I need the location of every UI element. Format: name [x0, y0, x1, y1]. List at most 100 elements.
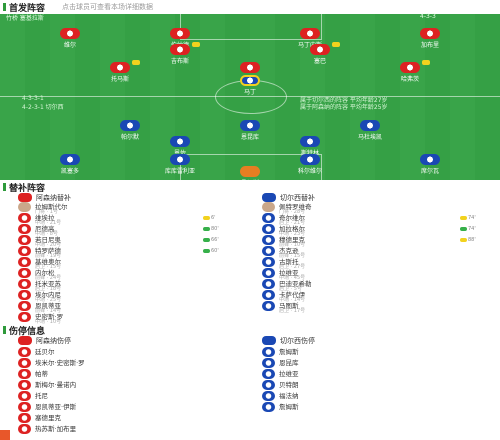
sub-row[interactable]: 拉维亚 中场 · 45号 — [262, 267, 497, 281]
player-avatar — [18, 235, 31, 245]
player-home[interactable]: 吉布斯 — [150, 42, 210, 65]
sub-row[interactable]: 马图斯 后卫 · 17号 — [262, 300, 497, 314]
home-formation: 4-3-3-1 — [22, 95, 44, 102]
injury-row[interactable]: 恩凯蒂亚·伊斯 — [18, 401, 258, 414]
sub-name: 佩特罗维奇 — [279, 203, 312, 211]
player-away[interactable]: 恩昆库 — [220, 120, 280, 141]
sub-row[interactable]: 加拉格尔 中场 · 23号 74' — [262, 223, 497, 237]
player-jersey-icon — [170, 136, 190, 147]
injury-name: 福法纳 — [279, 392, 299, 400]
sub-info: 后卫 · 27号 — [279, 264, 306, 270]
player-away[interactable]: 凯塞多 — [40, 154, 100, 175]
home-team-label: 竹桥 塞基拉斯 — [6, 15, 44, 22]
player-away-keeper[interactable]: 桑切斯 — [220, 166, 280, 187]
player-avatar — [262, 391, 275, 401]
player-jersey-icon — [300, 154, 320, 165]
sub-row[interactable]: 拉姆斯代尔 门将 · 1号 — [18, 201, 258, 215]
sub-row[interactable]: 穆德里克 前锋 · 10号 88' — [262, 234, 497, 248]
sub-row[interactable]: 维埃拉 中场 · 21号 6' — [18, 212, 258, 226]
player-avatar — [262, 380, 275, 390]
injury-row[interactable]: 托尼 — [18, 390, 258, 403]
sub-row[interactable]: 恩凯蒂亚 前锋 · 14号 — [18, 300, 258, 314]
sub-row[interactable]: 若日尼奥 中场 · 20号 66' — [18, 234, 258, 248]
injury-row[interactable]: 帕蒂 — [18, 368, 258, 381]
player-avatar — [18, 202, 31, 212]
player-avatar — [18, 391, 31, 401]
player-jersey-icon — [310, 44, 330, 55]
sub-row[interactable]: 奇尔维尔 后卫 · 21号 74' — [262, 212, 497, 226]
injury-row[interactable]: 廷贝尔 — [18, 346, 258, 359]
sub-row[interactable]: 佩特罗维奇 门将 · 28号 — [262, 201, 497, 215]
player-home[interactable]: 马丁内斯 — [280, 28, 340, 49]
player-avatar — [262, 358, 275, 368]
player-home[interactable]: 加布里 — [400, 28, 460, 49]
player-away[interactable]: 恩佐 — [150, 136, 210, 157]
chelsea-logo-icon — [262, 193, 276, 202]
sub-name: 史密斯·罗 — [35, 313, 64, 321]
injury-row[interactable]: 拉维亚 — [262, 368, 497, 381]
sub-name: 特罗萨德 — [35, 247, 61, 255]
player-away[interactable]: 席尔瓦 — [400, 154, 460, 175]
player-away[interactable]: 帕尔默 — [100, 120, 160, 141]
injury-row[interactable]: 福法纳 — [262, 390, 497, 403]
player-home[interactable]: 维尔 — [40, 28, 100, 49]
sub-row[interactable]: 卡萨代伊 中场 · 14号 — [262, 289, 497, 303]
sub-row[interactable]: 古斯托 后卫 · 27号 — [262, 256, 497, 270]
sub-row[interactable]: 厄德高 中场 · 8号 80' — [18, 223, 258, 237]
sub-name: 加拉格尔 — [279, 225, 305, 233]
injury-row[interactable]: 热苏斯·加布里 — [18, 423, 258, 436]
player-away[interactable]: 科尔维尔 — [280, 154, 340, 175]
injury-name: 塞德里克 — [35, 414, 61, 422]
sub-info: 中场 · 20号 — [35, 242, 62, 248]
sub-name: 杰克逊 — [279, 247, 299, 255]
card-icon — [203, 215, 210, 220]
sub-row[interactable]: 杰克逊 前锋 · 15号 — [262, 245, 497, 259]
sub-row[interactable]: 史密斯·罗 中场 · 10号 — [18, 311, 258, 325]
player-avatar — [18, 268, 31, 278]
card-icon — [332, 42, 340, 47]
sub-info: 前锋 · 10号 — [279, 242, 306, 248]
sub-name: 古斯托 — [279, 258, 299, 266]
player-away[interactable]: 斯特林 — [280, 136, 340, 157]
injury-name: 斯梅尔·曼诺内 — [35, 381, 77, 389]
player-away[interactable]: 马杜埃凯 — [340, 120, 400, 141]
player-home[interactable]: 托马斯 — [90, 60, 150, 83]
section-accent-bar — [3, 326, 6, 334]
scroll-top-button[interactable] — [0, 430, 10, 440]
sub-row[interactable]: 基维奥尔 后卫 · 15号 — [18, 256, 258, 270]
player-avatar — [18, 213, 31, 223]
sub-row[interactable]: 内尔松 前锋 · 24号 — [18, 267, 258, 281]
player-name: 加布里 — [420, 42, 439, 49]
sub-row[interactable]: 巴迪亚希勒 后卫 · 5号 — [262, 278, 497, 292]
player-avatar — [262, 202, 275, 212]
sub-row[interactable]: 埃尔内尼 中场 · 25号 — [18, 289, 258, 303]
injury-row[interactable]: 詹姆斯 — [262, 346, 497, 359]
player-name: 帕尔默 — [120, 134, 139, 141]
injury-row[interactable]: 詹姆斯 — [262, 401, 497, 414]
player-away[interactable]: 库库雷利亚 — [150, 154, 210, 175]
player-avatar — [262, 369, 275, 379]
player-avatar — [262, 224, 275, 234]
player-jersey-icon — [300, 28, 320, 39]
pitch: 竹桥 塞基拉斯 4-3-3 4-3-3-1 4-2-3-1 切尔西 属于切尔西的… — [0, 13, 500, 187]
injury-row[interactable]: 斯梅尔·曼诺内 — [18, 379, 258, 392]
injury-row[interactable]: 贝特朗 — [262, 379, 497, 392]
sub-info: 门将 · 1号 — [35, 209, 58, 215]
sub-info: 中场 · 23号 — [279, 231, 306, 237]
injury-name: 帕蒂 — [35, 370, 48, 378]
team-name: 阿森纳伤停 — [36, 337, 71, 345]
player-avatar — [18, 312, 31, 322]
sub-row[interactable]: 托米亚苏 后卫 · 18号 — [18, 278, 258, 292]
injury-row[interactable]: 埃米尔·史密斯·罗 — [18, 357, 258, 370]
sub-in-icon — [203, 226, 210, 231]
sub-row[interactable]: 特罗萨德 前锋 · 19号 60' — [18, 245, 258, 259]
injury-row[interactable]: 塞德里克 — [18, 412, 258, 425]
injury-row[interactable]: 恩昆库 — [262, 357, 497, 370]
sub-in-icon — [203, 237, 210, 242]
player-home[interactable]: 马丁 — [220, 75, 280, 96]
lineup-title: 首发阵容 — [9, 4, 46, 14]
player-home[interactable]: 塞巴 — [290, 42, 350, 65]
sub-event: 6' — [203, 215, 216, 221]
player-name: 库库雷利亚 — [164, 168, 195, 175]
player-home[interactable]: 哈弗茨 — [380, 60, 440, 83]
